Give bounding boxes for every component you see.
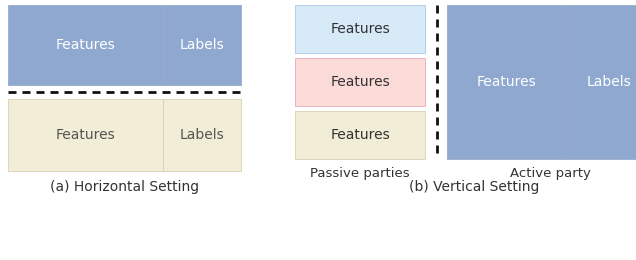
Text: Active party: Active party [509,166,590,179]
Bar [295,111,425,159]
Text: Features: Features [330,75,390,89]
Bar [163,99,241,171]
Bar [295,58,425,106]
Text: Passive parties: Passive parties [310,166,410,179]
Bar [8,5,163,85]
Text: (b) Vertical Setting: (b) Vertical Setting [409,180,539,194]
Text: Labels: Labels [179,128,225,142]
Text: Features: Features [330,128,390,142]
Bar [295,5,425,53]
Text: (a) Horizontal Setting: (a) Horizontal Setting [50,180,199,194]
Bar [8,99,163,171]
Text: Features: Features [330,22,390,36]
Text: Labels: Labels [586,75,632,89]
Text: Features: Features [55,128,115,142]
Bar [565,5,636,159]
Text: Labels: Labels [179,38,225,52]
Text: Features: Features [476,75,536,89]
Text: Features: Features [55,38,115,52]
Bar [163,5,241,85]
Bar [447,5,565,159]
